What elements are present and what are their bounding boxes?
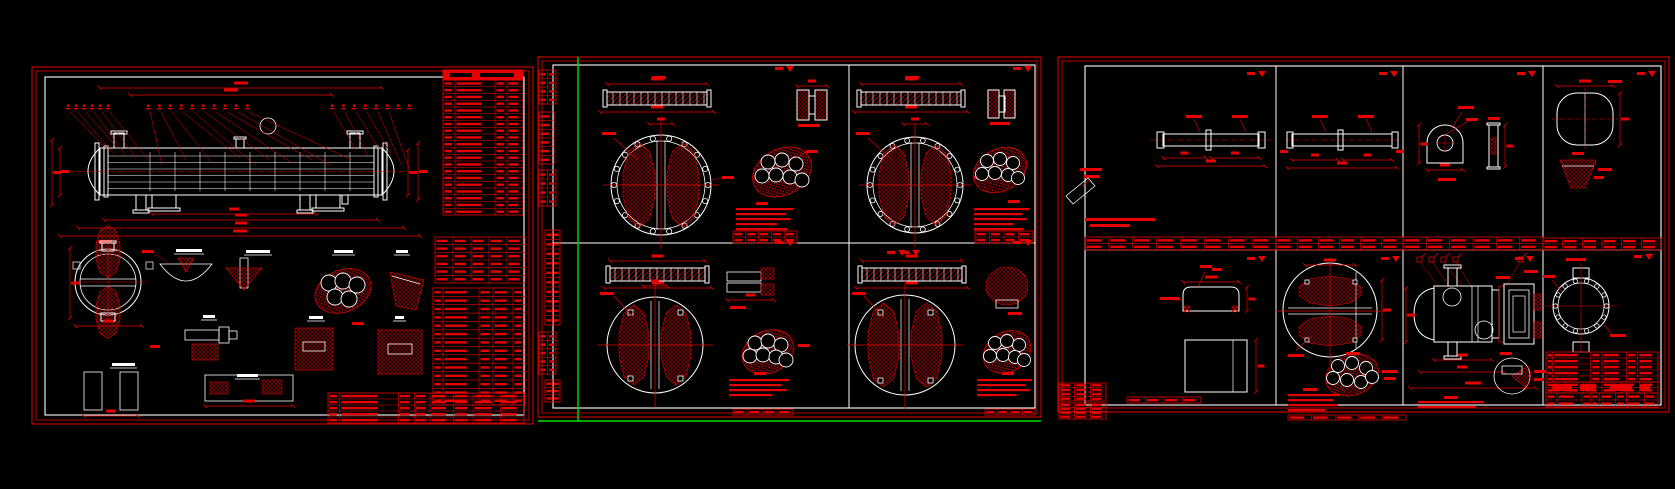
panel-partial-tubesheet — [1275, 258, 1398, 412]
section-a-a-view — [67, 225, 154, 339]
assembly-dimensions — [49, 81, 427, 239]
panel-tie-rod-1 — [1065, 115, 1272, 227]
sheet-1-heat-exchanger-assembly[interactable] — [31, 66, 534, 425]
quadrant-3-details — [724, 240, 810, 416]
quadrant-2-details — [973, 66, 1034, 244]
edge-strip-tables — [538, 69, 561, 403]
panel-flange-and-titleblock — [1543, 258, 1659, 408]
panel-head — [1552, 79, 1629, 189]
sheet-border — [1057, 56, 1670, 413]
weld-and-nozzle-details — [81, 249, 425, 419]
panel-tie-rod-2 — [1280, 115, 1404, 171]
sheet-border — [31, 66, 534, 425]
quadrant-1-details — [732, 66, 830, 244]
panel-channel-assembly — [1403, 252, 1546, 409]
parts-list-table — [442, 69, 524, 216]
panel-saddle-plates — [1160, 265, 1265, 395]
quadrant-4-details — [977, 240, 1036, 416]
quadrant-1-tubesheet — [597, 76, 734, 249]
balloon-number-row — [66, 104, 412, 172]
sheet-2-tubesheets-and-baffles[interactable] — [537, 56, 1042, 422]
panel-lug — [1416, 106, 1514, 181]
main-assembly-view — [58, 117, 426, 214]
panel-title-strips — [1084, 71, 1662, 262]
title-block — [327, 392, 525, 424]
quadrant-3-baffle — [597, 254, 715, 407]
selection-highlight — [538, 57, 1041, 422]
sheet-3-part-details[interactable] — [1057, 56, 1670, 421]
quadrant-2-tubesheet — [851, 76, 986, 247]
quadrant-4-baffle — [847, 250, 971, 409]
margin-tables — [1058, 382, 1407, 421]
